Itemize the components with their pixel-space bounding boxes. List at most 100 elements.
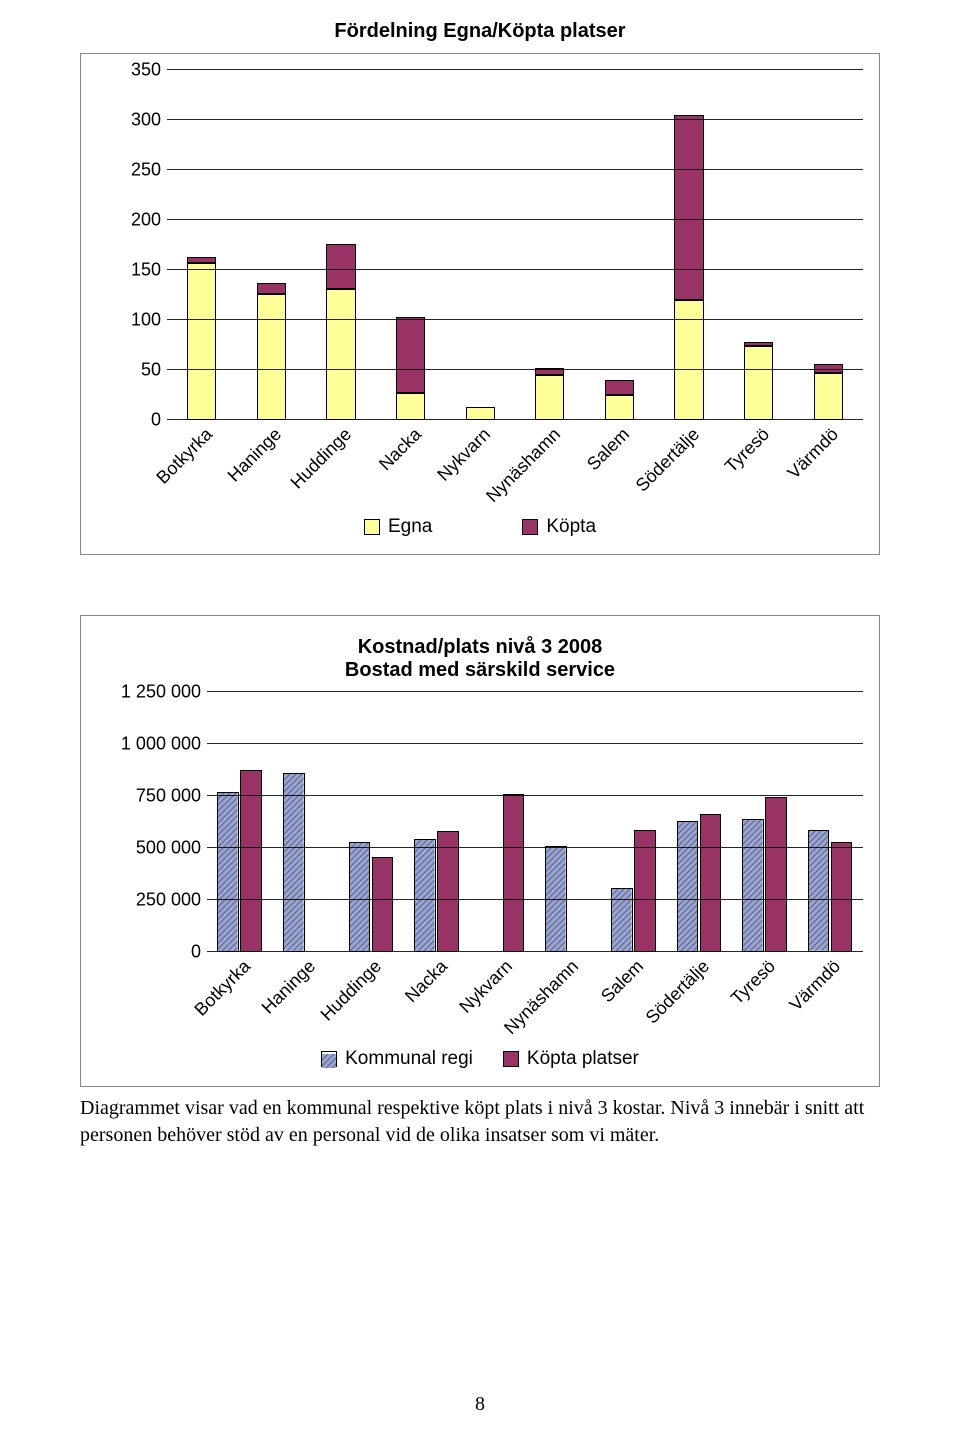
chart2-bar-kopta bbox=[240, 770, 262, 952]
chart2-bar-kommunal bbox=[349, 842, 371, 952]
chart1-gridline bbox=[167, 69, 863, 70]
chart2-bar-kopta bbox=[831, 842, 853, 952]
chart1-stacked-bar bbox=[466, 70, 495, 420]
chart2-gridline bbox=[207, 899, 863, 900]
caption: Diagrammet visar vad en kommunal respekt… bbox=[80, 1095, 880, 1149]
chart2-legend-item: Kommunal regi bbox=[321, 1048, 473, 1070]
chart1-bar-slot bbox=[306, 70, 376, 420]
chart1-xlabel-slot: Salem bbox=[585, 420, 655, 510]
chart1-stacked-bar bbox=[396, 70, 425, 420]
chart1-xlabels: BotkyrkaHaningeHuddingeNackaNykvarnNynäs… bbox=[167, 420, 863, 510]
chart1-xlabel: Värmdö bbox=[784, 424, 843, 483]
chart2-grouped-bar bbox=[601, 692, 667, 952]
chart2-bar-slot bbox=[207, 692, 273, 952]
chart1-bar-segment-kopta bbox=[396, 317, 425, 393]
chart2-grouped-bar bbox=[338, 692, 404, 952]
chart2-bar-slot bbox=[469, 692, 535, 952]
chart1-xlabel: Nacka bbox=[374, 424, 425, 475]
chart1-xpad bbox=[97, 420, 167, 510]
chart1-bar-segment-egna bbox=[326, 289, 355, 420]
chart2-grouped-bar bbox=[732, 692, 798, 952]
chart1-stacked-bar bbox=[257, 70, 286, 420]
chart1-legend-label: Egna bbox=[388, 516, 432, 538]
chart1-legend: EgnaKöpta bbox=[97, 516, 863, 538]
chart1-bar-slot bbox=[167, 70, 237, 420]
chart2-title: Kostnad/plats nivå 3 2008 Bostad med sär… bbox=[97, 636, 863, 682]
chart1-gridline bbox=[167, 369, 863, 370]
chart1-bar-segment-egna bbox=[535, 375, 564, 420]
chart2-grouped-bar bbox=[469, 692, 535, 952]
chart1-bar-segment-egna bbox=[187, 263, 216, 420]
chart1-stacked-bar bbox=[814, 70, 843, 420]
chart1-stacked-bar bbox=[605, 70, 634, 420]
chart1-bar-slot bbox=[585, 70, 655, 420]
chart2-bar-kopta bbox=[634, 830, 656, 952]
chart1-bar-segment-egna bbox=[744, 346, 773, 420]
chart1-xlabel-slot: Nacka bbox=[376, 420, 446, 510]
chart2-bar-kommunal bbox=[283, 773, 305, 952]
chart1-xlabel-slot: Huddinge bbox=[306, 420, 376, 510]
chart1-stacked-bar bbox=[326, 70, 355, 420]
chart1-ytick: 150 bbox=[131, 260, 161, 281]
chart1-plot-area bbox=[167, 70, 863, 420]
page-number: 8 bbox=[0, 1393, 960, 1416]
chart1-gridline bbox=[167, 119, 863, 120]
chart1-bar-segment-egna bbox=[396, 393, 425, 420]
chart2-xlabel-slot: Värmdö bbox=[797, 952, 863, 1042]
chart2-bar-slot bbox=[732, 692, 798, 952]
chart2-bar-kommunal bbox=[808, 830, 830, 952]
chart-kostnad: Kostnad/plats nivå 3 2008 Bostad med sär… bbox=[80, 615, 880, 1149]
chart1-bar-slot bbox=[237, 70, 307, 420]
chart2-bar-kopta bbox=[700, 814, 722, 952]
chart2-xlabel: Nacka bbox=[400, 956, 451, 1007]
chart2-bar-slot bbox=[797, 692, 863, 952]
chart2-xlabels: BotkyrkaHaningeHuddingeNackaNykvarnNynäs… bbox=[207, 952, 863, 1042]
chart2-xpad bbox=[97, 952, 207, 1042]
chart2-bar-slot bbox=[535, 692, 601, 952]
chart2-legend-swatch bbox=[503, 1051, 519, 1067]
chart2-bar-kopta bbox=[437, 831, 459, 952]
chart1-bar-segment-egna bbox=[257, 294, 286, 420]
chart2-ytick: 250 000 bbox=[136, 890, 201, 911]
chart1-gridline bbox=[167, 219, 863, 220]
chart2-gridline bbox=[207, 743, 863, 744]
chart2-bar-slot bbox=[601, 692, 667, 952]
chart1-bar-segment-kopta bbox=[187, 257, 216, 263]
chart2-bar-kommunal bbox=[677, 821, 699, 952]
chart1-xaxis-row: BotkyrkaHaningeHuddingeNackaNykvarnNynäs… bbox=[97, 420, 863, 510]
chart1-xlabel-slot: Tyresö bbox=[724, 420, 794, 510]
chart1-xlabel: Salem bbox=[583, 424, 634, 475]
chart1-stacked-bar bbox=[674, 70, 703, 420]
chart1-frame: 050100150200250300350 BotkyrkaHaningeHud… bbox=[80, 53, 880, 555]
chart1-bar-segment-kopta bbox=[605, 380, 634, 395]
chart2-grouped-bar bbox=[797, 692, 863, 952]
chart1-stacked-bar bbox=[187, 70, 216, 420]
chart2-legend-label: Köpta platser bbox=[527, 1048, 639, 1070]
chart1-bar-segment-egna bbox=[814, 373, 843, 420]
chart1-legend-swatch bbox=[522, 519, 538, 535]
chart1-xlabel-slot: Södertälje bbox=[654, 420, 724, 510]
chart1-bar-slot bbox=[654, 70, 724, 420]
chart1-bar-segment-kopta bbox=[257, 283, 286, 294]
chart2-grouped-bar bbox=[535, 692, 601, 952]
chart2-yaxis: 0250 000500 000750 0001 000 0001 250 000 bbox=[97, 692, 207, 952]
chart1-bar-slot bbox=[724, 70, 794, 420]
chart2-bar-kommunal bbox=[611, 888, 633, 952]
chart2-xlabel-slot: Södertälje bbox=[666, 952, 732, 1042]
chart1-plot-row: 050100150200250300350 bbox=[97, 70, 863, 420]
chart2-plot-area bbox=[207, 692, 863, 952]
chart1-stacked-bar bbox=[744, 70, 773, 420]
chart2-xlabel-slot: Huddinge bbox=[338, 952, 404, 1042]
chart2-legend-label: Kommunal regi bbox=[345, 1048, 473, 1070]
chart1-bar-segment-kopta bbox=[326, 244, 355, 289]
chart2-bar-slot bbox=[666, 692, 732, 952]
chart2-ytick: 1 250 000 bbox=[121, 682, 201, 703]
chart2-xlabel-slot: Nynäshamn bbox=[535, 952, 601, 1042]
chart2-ytick: 0 bbox=[191, 942, 201, 963]
chart1-ytick: 250 bbox=[131, 160, 161, 181]
chart2-gridline bbox=[207, 795, 863, 796]
chart2-grouped-bar bbox=[273, 692, 339, 952]
chart2-legend-swatch bbox=[321, 1051, 337, 1067]
chart2-bar-kommunal bbox=[742, 819, 764, 952]
chart1-legend-item: Egna bbox=[364, 516, 432, 538]
